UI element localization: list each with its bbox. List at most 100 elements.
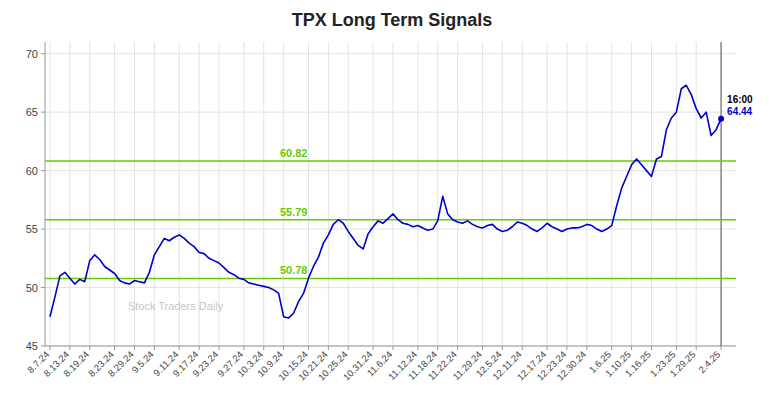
price-line <box>50 85 721 318</box>
tick-label: 1.29.25 <box>667 349 697 379</box>
grid-line <box>392 42 393 346</box>
grid-line <box>69 42 70 346</box>
grid-line <box>586 42 587 346</box>
tick <box>114 346 115 350</box>
end-label: 16:00 <box>727 94 753 105</box>
signal-label: 60.82 <box>280 147 308 159</box>
tick <box>586 346 587 350</box>
tick <box>283 346 284 350</box>
tick <box>522 346 523 350</box>
grid-line <box>328 42 329 346</box>
grid-line <box>522 42 523 346</box>
grid-line <box>696 42 697 346</box>
tick <box>41 53 45 54</box>
tick-label: 65 <box>26 106 38 118</box>
end-marker <box>718 116 724 122</box>
tick <box>199 346 200 350</box>
tick <box>134 346 135 350</box>
tick <box>651 346 652 350</box>
grid-line <box>243 42 244 346</box>
watermark: Stock Traders Daily <box>128 300 224 312</box>
axes: 4550556065708.7.248.13.248.19.248.23.248… <box>25 42 736 383</box>
grid-line <box>348 42 349 346</box>
tick-label: 45 <box>26 340 38 352</box>
tick-label: 2.4.25 <box>696 349 722 375</box>
tick <box>696 346 697 350</box>
tick <box>373 346 374 350</box>
tick <box>348 346 349 350</box>
signal-label: 55.79 <box>280 206 308 218</box>
signal-label: 50.78 <box>280 264 308 276</box>
background <box>0 0 784 398</box>
grid-line <box>417 42 418 346</box>
tick <box>328 346 329 350</box>
grid-line <box>651 42 652 346</box>
tick-label: 9.23.24 <box>190 349 220 379</box>
grid-line <box>89 42 90 346</box>
grid-line <box>611 42 612 346</box>
tick <box>41 112 45 113</box>
tick <box>308 346 309 350</box>
grid-line <box>45 170 736 171</box>
tick <box>263 346 264 350</box>
grid-line <box>502 42 503 346</box>
chart: TPX Long Term Signals4550556065708.7.248… <box>0 0 784 398</box>
tick <box>482 346 483 350</box>
tick <box>41 229 45 230</box>
tick <box>676 346 677 350</box>
signal-line <box>45 278 736 280</box>
grid-line <box>566 42 567 346</box>
tick <box>566 346 567 350</box>
tick-label: 50 <box>26 282 38 294</box>
tick <box>243 346 244 350</box>
tick <box>502 346 503 350</box>
end-label: 64.44 <box>727 106 752 117</box>
grid-line <box>631 42 632 346</box>
grid-line <box>45 112 736 113</box>
grid-line <box>45 346 736 347</box>
grid-line <box>482 42 483 346</box>
tick <box>392 346 393 350</box>
tick <box>41 346 45 347</box>
grid-line <box>676 42 677 346</box>
grid-line <box>437 42 438 346</box>
grid-line <box>263 42 264 346</box>
tick <box>437 346 438 350</box>
grid-line <box>373 42 374 346</box>
tick-label: 8.19.24 <box>61 349 91 379</box>
tick <box>69 346 70 350</box>
tick <box>218 346 219 350</box>
signal-line <box>45 219 736 221</box>
tick-label: 70 <box>26 48 38 60</box>
grid-line <box>49 42 50 346</box>
tick-label: 1.16.25 <box>623 349 653 379</box>
x-axis-line <box>45 346 736 347</box>
signal-line <box>45 160 736 162</box>
grid-line <box>721 42 722 346</box>
tick <box>89 346 90 350</box>
grid-line <box>547 42 548 346</box>
tick <box>631 346 632 350</box>
grid <box>45 42 736 346</box>
tick <box>417 346 418 350</box>
grid-line <box>45 229 736 230</box>
title: TPX Long Term Signals <box>292 10 493 30</box>
tick <box>154 346 155 350</box>
tick-label: 55 <box>26 223 38 235</box>
tick <box>49 346 50 350</box>
tick <box>721 346 722 350</box>
tick <box>41 287 45 288</box>
tick <box>611 346 612 350</box>
grid-line <box>45 53 736 54</box>
grid-line <box>114 42 115 346</box>
grid-line <box>45 287 736 288</box>
grid-line <box>457 42 458 346</box>
grid-line <box>308 42 309 346</box>
tick-label: 8.29.24 <box>106 349 136 379</box>
plot-area <box>45 42 736 346</box>
end-line <box>721 42 722 346</box>
grid-line <box>283 42 284 346</box>
tick <box>41 170 45 171</box>
tick <box>547 346 548 350</box>
y-axis-line <box>45 42 46 346</box>
